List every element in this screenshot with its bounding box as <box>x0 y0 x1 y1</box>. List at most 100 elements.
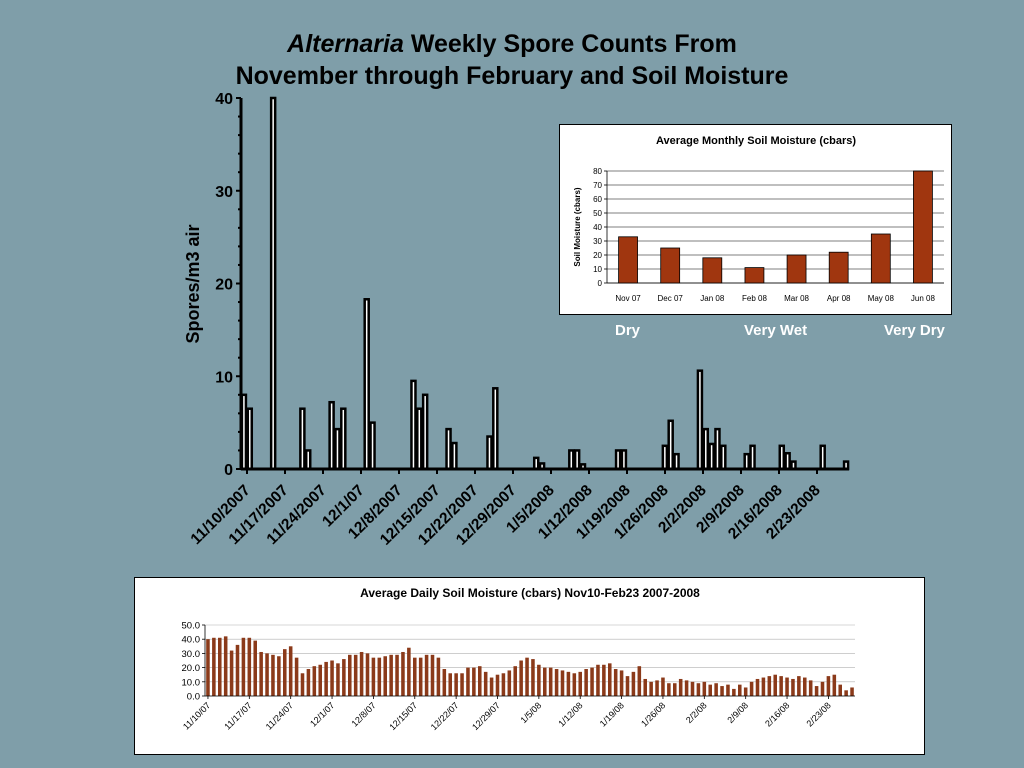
daily-bar <box>407 647 411 696</box>
spore-bar <box>334 427 341 471</box>
daily-bar <box>785 677 789 696</box>
x-tick-label: 11/17/07 <box>222 700 253 731</box>
daily-bar <box>359 651 364 696</box>
daily-bar <box>850 687 854 696</box>
daily-bar <box>383 656 387 696</box>
y-tick-label: 30 <box>593 237 602 246</box>
x-tick-label: 1/12/08 <box>556 700 584 728</box>
x-tick-label: 1/19/08 <box>598 700 626 728</box>
x-tick-label: 2/16/08 <box>763 700 791 728</box>
daily-bar <box>389 654 393 696</box>
very-dry-label: Very Dry <box>884 322 945 339</box>
x-tick-label: Nov 07 <box>615 294 641 303</box>
daily-bar <box>300 673 305 696</box>
daily-bar <box>773 674 777 696</box>
spore-bar <box>620 449 628 471</box>
daily-bar <box>643 678 647 696</box>
x-tick-label: 12/8/07 <box>350 700 378 728</box>
title-italic-genus: Alternaria <box>287 30 404 58</box>
daily-bar <box>826 676 831 696</box>
title-line-2: November through February and Soil Moist… <box>235 62 789 90</box>
title-line-1-rest: Weekly Spore Counts From <box>410 30 737 58</box>
daily-bar <box>430 654 435 696</box>
x-tick-label: 12/1/07 <box>308 700 336 728</box>
daily-bar <box>702 681 707 696</box>
daily-bar <box>767 676 772 696</box>
spore-bar <box>421 393 429 471</box>
daily-bar <box>218 637 222 696</box>
daily-bar <box>537 664 541 696</box>
daily-bar <box>755 678 760 696</box>
daily-bar <box>590 667 594 696</box>
daily-bar <box>661 677 665 696</box>
daily-bar <box>779 676 783 696</box>
x-tick-label: 11/24/07 <box>264 700 295 731</box>
daily-bar <box>838 684 842 696</box>
spore-bar <box>532 456 540 471</box>
daily-bar <box>631 671 636 696</box>
daily-bar <box>814 686 819 696</box>
daily-moisture-panel: Average Daily Soil Moisture (cbars) Nov1… <box>134 577 925 755</box>
daily-bar <box>596 664 600 696</box>
spore-bar <box>743 452 750 471</box>
monthly-bar <box>702 257 723 284</box>
spore-bar <box>363 298 370 471</box>
daily-bar <box>489 677 494 696</box>
y-tick-label: 20.0 <box>182 663 201 674</box>
daily-bar <box>483 671 488 696</box>
spore-bar <box>749 444 756 471</box>
monthly-bar <box>913 170 933 284</box>
daily-moisture-chart: Average Daily Soil Moisture (cbars) Nov1… <box>181 586 855 732</box>
x-tick-label: Dec 07 <box>658 294 684 303</box>
daily-bar <box>395 654 399 696</box>
spore-bar <box>714 427 721 471</box>
daily-bar <box>554 669 559 696</box>
monthly-bar <box>870 233 891 284</box>
y-tick-label: 60 <box>593 195 602 204</box>
daily-bar <box>377 657 382 696</box>
daily-bar <box>418 657 423 696</box>
daily-bar <box>803 677 807 696</box>
y-tick-label: 10 <box>593 265 602 274</box>
y-tick-label: 40 <box>215 91 233 108</box>
x-tick-label: 12/15/07 <box>387 700 419 732</box>
daily-bar <box>720 686 724 696</box>
daily-bar <box>655 680 659 696</box>
daily-bar <box>548 667 553 696</box>
y-tick-label: 0 <box>598 279 603 288</box>
daily-bar <box>543 667 547 696</box>
spore-bar <box>492 387 499 471</box>
x-tick-label: 12/29/07 <box>470 700 502 732</box>
spore-bar <box>451 441 458 471</box>
daily-bar <box>353 654 358 696</box>
y-tick-label: 0.0 <box>187 692 200 703</box>
title-line-1: Alternaria Weekly Spore Counts From <box>0 28 1024 60</box>
spore-bar <box>673 452 680 471</box>
daily-bar <box>271 654 275 696</box>
daily-bar <box>306 669 311 696</box>
daily-bar <box>330 660 334 696</box>
daily-bar <box>572 673 577 696</box>
daily-bar <box>637 666 642 696</box>
spore-bar <box>568 449 575 471</box>
daily-bar <box>348 654 352 696</box>
spore-bar <box>416 407 423 471</box>
daily-bar <box>832 674 837 696</box>
daily-bar <box>507 670 512 696</box>
daily-bar <box>602 664 606 696</box>
daily-bar <box>560 670 565 696</box>
monthly-moisture-chart: Average Monthly Soil Moisture (cbars) 0 10… <box>573 135 944 303</box>
daily-bar <box>312 666 317 696</box>
daily-bar <box>726 684 730 696</box>
spore-bar <box>708 442 715 471</box>
daily-bar <box>466 667 470 696</box>
daily-bar <box>342 659 346 696</box>
daily-bar <box>371 657 376 696</box>
daily-bar <box>738 684 742 696</box>
spore-bar <box>246 407 254 471</box>
daily-bar <box>578 671 582 696</box>
daily-bar <box>684 680 689 696</box>
daily-bar <box>513 666 517 696</box>
daily-bar <box>288 646 293 696</box>
